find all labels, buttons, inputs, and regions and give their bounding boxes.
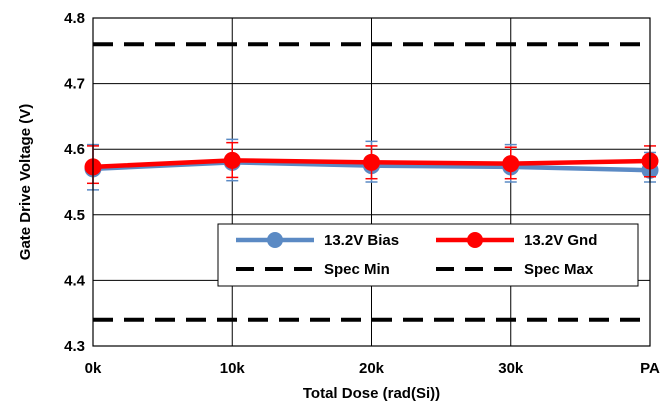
legend: 13.2V Bias 13.2V Gnd Spec Min Spec Max [217, 223, 639, 287]
y-tick-label: 4.7 [64, 76, 85, 93]
data-series [84, 138, 659, 191]
y-tick-label: 4.5 [64, 207, 85, 224]
x-tick-label: PA [640, 360, 660, 377]
data-point [363, 153, 380, 171]
plot-frame [92, 17, 651, 347]
x-tick-label: 30k [498, 360, 524, 377]
x-tick-label: 0k [85, 360, 102, 377]
legend-box [217, 223, 639, 287]
y-tick-label: 4.6 [64, 141, 85, 158]
legend-item: Spec Max [436, 261, 594, 278]
legend-item: Spec Min [236, 261, 390, 278]
y-axis-title: Gate Drive Voltage (V) [17, 104, 34, 260]
x-tick-label: 10k [220, 360, 246, 377]
y-tick-label: 4.8 [64, 10, 85, 27]
legend-marker [467, 232, 483, 248]
y-tick-label: 4.4 [64, 272, 86, 289]
legend-item: 13.2V Gnd [436, 232, 597, 249]
legend-label: 13.2V Bias [324, 232, 399, 249]
legend-label: Spec Min [324, 261, 390, 278]
legend-items: 13.2V Bias 13.2V Gnd Spec Min Spec Max [236, 232, 597, 278]
x-axis-ticks: 0k 10k 20k 30k PA [85, 360, 660, 377]
y-tick-label: 4.3 [64, 338, 85, 355]
data-point [502, 155, 520, 173]
x-axis-title: Total Dose (rad(Si)) [303, 385, 440, 402]
legend-label: 13.2V Gnd [524, 232, 597, 249]
data-point [223, 151, 241, 169]
legend-label: Spec Max [524, 261, 594, 278]
legend-marker [267, 232, 283, 248]
legend-item: 13.2V Bias [236, 232, 399, 249]
y-axis-ticks: 4.3 4.4 4.5 4.6 4.7 4.8 [64, 10, 86, 355]
x-tick-label: 20k [359, 360, 385, 377]
